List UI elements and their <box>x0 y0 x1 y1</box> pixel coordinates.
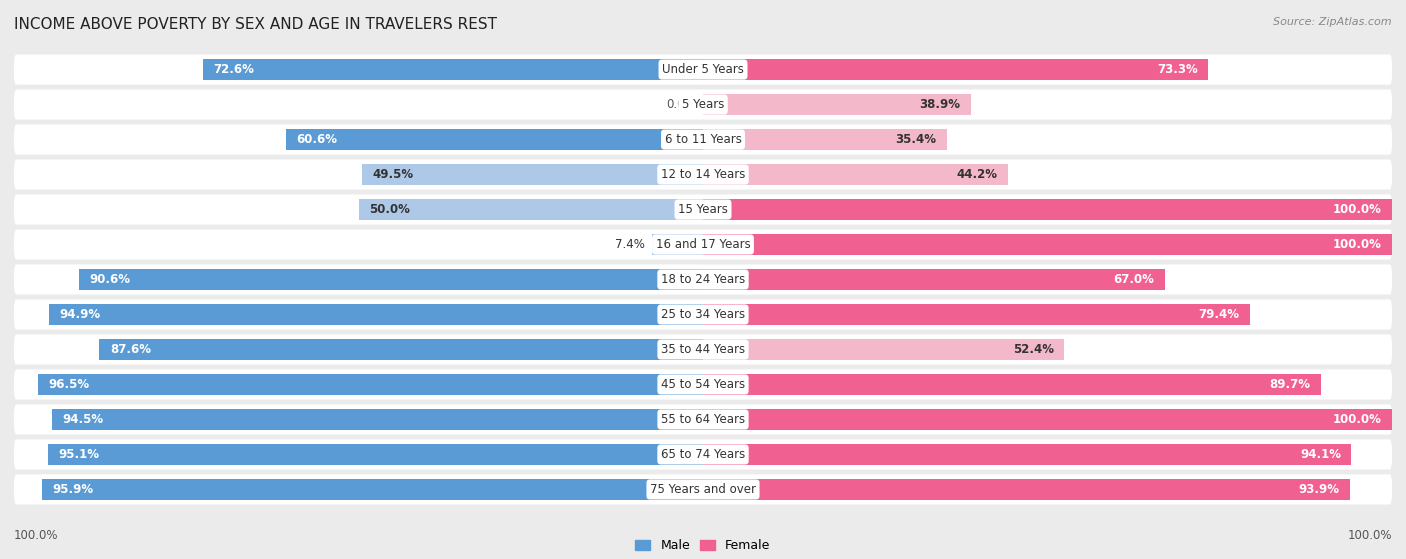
Text: 87.6%: 87.6% <box>110 343 150 356</box>
Text: 7.4%: 7.4% <box>616 238 645 251</box>
Text: 44.2%: 44.2% <box>956 168 997 181</box>
Text: 89.7%: 89.7% <box>1270 378 1310 391</box>
Text: 55 to 64 Years: 55 to 64 Years <box>661 413 745 426</box>
Bar <box>703 339 1064 361</box>
Text: 35 to 44 Years: 35 to 44 Years <box>661 343 745 356</box>
Text: INCOME ABOVE POVERTY BY SEX AND AGE IN TRAVELERS REST: INCOME ABOVE POVERTY BY SEX AND AGE IN T… <box>14 17 498 32</box>
Text: 100.0%: 100.0% <box>1347 529 1392 542</box>
Bar <box>361 164 703 186</box>
Bar <box>703 479 1350 500</box>
Text: 73.3%: 73.3% <box>1157 63 1198 76</box>
Text: 90.6%: 90.6% <box>89 273 131 286</box>
Text: 18 to 24 Years: 18 to 24 Years <box>661 273 745 286</box>
Bar <box>703 304 1250 325</box>
Text: 6 to 11 Years: 6 to 11 Years <box>665 133 741 146</box>
Text: 15 Years: 15 Years <box>678 203 728 216</box>
Bar <box>703 129 946 150</box>
Text: 100.0%: 100.0% <box>1333 238 1382 251</box>
Text: 100.0%: 100.0% <box>14 529 59 542</box>
Bar <box>202 59 703 80</box>
Bar <box>48 444 703 465</box>
Bar <box>42 479 703 500</box>
FancyBboxPatch shape <box>14 229 1392 259</box>
FancyBboxPatch shape <box>14 404 1392 434</box>
FancyBboxPatch shape <box>14 334 1392 364</box>
FancyBboxPatch shape <box>14 159 1392 190</box>
Text: 75 Years and over: 75 Years and over <box>650 483 756 496</box>
Text: 100.0%: 100.0% <box>1333 203 1382 216</box>
Bar <box>703 269 1164 290</box>
Text: 5 Years: 5 Years <box>682 98 724 111</box>
Bar <box>703 373 1322 395</box>
Text: 65 to 74 Years: 65 to 74 Years <box>661 448 745 461</box>
Text: 67.0%: 67.0% <box>1114 273 1154 286</box>
FancyBboxPatch shape <box>14 125 1392 155</box>
Text: 94.1%: 94.1% <box>1301 448 1341 461</box>
Bar <box>52 409 703 430</box>
Text: 16 and 17 Years: 16 and 17 Years <box>655 238 751 251</box>
Text: 50.0%: 50.0% <box>368 203 409 216</box>
Text: 25 to 34 Years: 25 to 34 Years <box>661 308 745 321</box>
Legend: Male, Female: Male, Female <box>630 534 776 557</box>
Text: 0.0%: 0.0% <box>666 98 696 111</box>
Text: 95.9%: 95.9% <box>52 483 94 496</box>
Text: 45 to 54 Years: 45 to 54 Years <box>661 378 745 391</box>
Text: 35.4%: 35.4% <box>896 133 936 146</box>
Text: 100.0%: 100.0% <box>1333 413 1382 426</box>
Bar <box>703 198 1392 220</box>
Bar <box>49 304 703 325</box>
Bar <box>79 269 703 290</box>
FancyBboxPatch shape <box>14 475 1392 504</box>
Text: Source: ZipAtlas.com: Source: ZipAtlas.com <box>1274 17 1392 27</box>
Text: 12 to 14 Years: 12 to 14 Years <box>661 168 745 181</box>
FancyBboxPatch shape <box>14 439 1392 470</box>
Bar <box>359 198 703 220</box>
Bar <box>703 94 972 115</box>
Text: 49.5%: 49.5% <box>373 168 413 181</box>
Text: Under 5 Years: Under 5 Years <box>662 63 744 76</box>
Text: 38.9%: 38.9% <box>920 98 960 111</box>
Text: 94.9%: 94.9% <box>59 308 101 321</box>
Bar <box>703 164 1008 186</box>
Bar <box>652 234 703 255</box>
FancyBboxPatch shape <box>14 264 1392 295</box>
Bar <box>285 129 703 150</box>
Text: 93.9%: 93.9% <box>1299 483 1340 496</box>
Text: 96.5%: 96.5% <box>48 378 90 391</box>
Bar <box>703 444 1351 465</box>
FancyBboxPatch shape <box>14 195 1392 225</box>
Text: 95.1%: 95.1% <box>58 448 100 461</box>
Bar <box>703 59 1208 80</box>
FancyBboxPatch shape <box>14 300 1392 330</box>
FancyBboxPatch shape <box>14 55 1392 84</box>
Bar <box>100 339 703 361</box>
Text: 79.4%: 79.4% <box>1199 308 1240 321</box>
Bar <box>703 234 1392 255</box>
Text: 60.6%: 60.6% <box>295 133 337 146</box>
FancyBboxPatch shape <box>14 89 1392 120</box>
FancyBboxPatch shape <box>14 369 1392 400</box>
Text: 94.5%: 94.5% <box>62 413 104 426</box>
Bar <box>38 373 703 395</box>
Text: 72.6%: 72.6% <box>214 63 254 76</box>
Text: 52.4%: 52.4% <box>1012 343 1053 356</box>
Bar <box>703 409 1392 430</box>
